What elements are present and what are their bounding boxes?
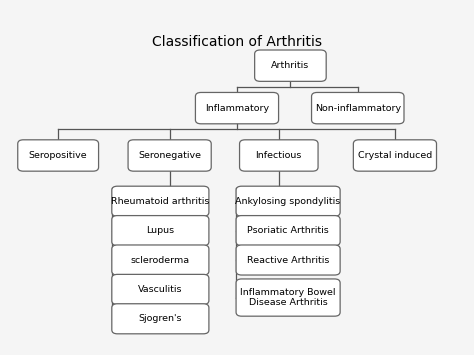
Text: Crystal induced: Crystal induced <box>358 151 432 160</box>
Text: Ankylosing spondylitis: Ankylosing spondylitis <box>236 197 341 206</box>
Text: Inflammatory Bowel
Disease Arthritis: Inflammatory Bowel Disease Arthritis <box>240 288 336 307</box>
FancyBboxPatch shape <box>311 92 404 124</box>
FancyBboxPatch shape <box>239 140 318 171</box>
Text: Arthritis: Arthritis <box>271 61 310 70</box>
Text: scleroderma: scleroderma <box>131 256 190 264</box>
Text: Rheumatoid arthritis: Rheumatoid arthritis <box>111 197 210 206</box>
FancyBboxPatch shape <box>18 140 99 171</box>
FancyBboxPatch shape <box>236 215 340 246</box>
FancyBboxPatch shape <box>195 92 279 124</box>
FancyBboxPatch shape <box>112 304 209 334</box>
Text: Vasculitis: Vasculitis <box>138 285 182 294</box>
Text: Psoriatic Arthritis: Psoriatic Arthritis <box>247 226 329 235</box>
FancyBboxPatch shape <box>128 140 211 171</box>
Text: Classification of Arthritis: Classification of Arthritis <box>152 35 322 49</box>
Text: Infectious: Infectious <box>255 151 302 160</box>
Text: Sjogren's: Sjogren's <box>138 314 182 323</box>
FancyBboxPatch shape <box>112 245 209 275</box>
FancyBboxPatch shape <box>236 279 340 316</box>
FancyBboxPatch shape <box>236 186 340 216</box>
FancyBboxPatch shape <box>112 274 209 305</box>
Text: Reactive Arthritis: Reactive Arthritis <box>247 256 329 264</box>
Text: Inflammatory: Inflammatory <box>205 104 269 113</box>
FancyBboxPatch shape <box>255 50 326 81</box>
FancyBboxPatch shape <box>236 245 340 275</box>
Text: Seronegative: Seronegative <box>138 151 201 160</box>
FancyBboxPatch shape <box>112 186 209 216</box>
Text: Seropositive: Seropositive <box>29 151 88 160</box>
Text: Lupus: Lupus <box>146 226 174 235</box>
FancyBboxPatch shape <box>112 215 209 246</box>
FancyBboxPatch shape <box>353 140 437 171</box>
Text: Non-inflammatory: Non-inflammatory <box>315 104 401 113</box>
